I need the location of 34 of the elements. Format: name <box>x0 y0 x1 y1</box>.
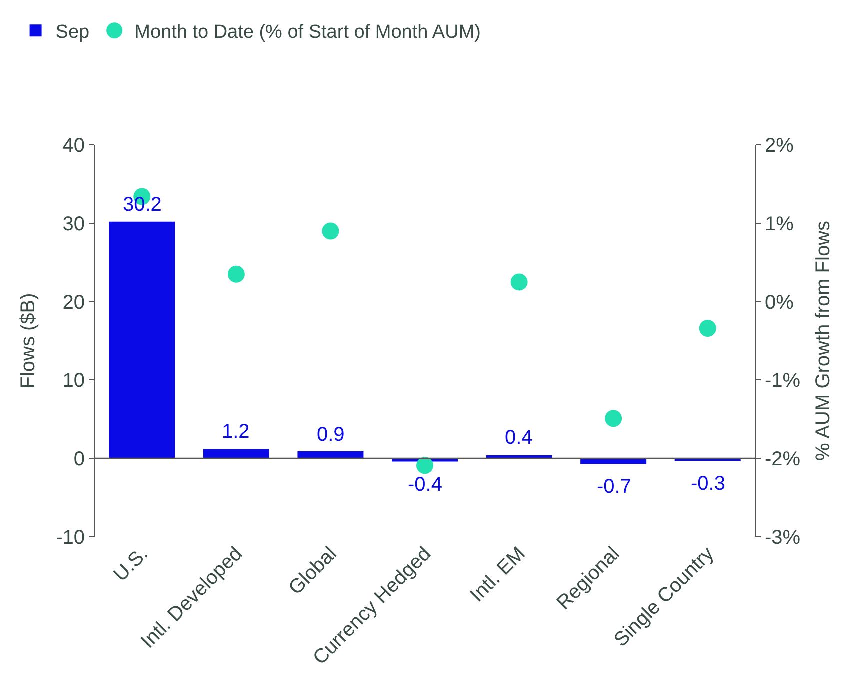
y2-axis-title: % AUM Growth from Flows <box>812 220 834 462</box>
point <box>699 320 716 337</box>
legend-label: Month to Date (% of Start of Month AUM) <box>134 22 481 43</box>
data-label: 0.9 <box>317 424 345 446</box>
point <box>416 457 434 474</box>
data-label: -0.3 <box>691 473 726 495</box>
bar <box>109 222 176 459</box>
y-tick-label: -10 <box>56 527 85 549</box>
y2-tick-label: 0% <box>765 292 794 314</box>
point <box>322 222 340 240</box>
data-label: -0.4 <box>408 474 442 496</box>
point <box>605 410 622 428</box>
point <box>510 274 528 291</box>
y2-tick-label: -1% <box>765 370 801 392</box>
data-label: 0.4 <box>505 427 533 449</box>
y-axis-title: Flows ($B) <box>18 293 40 389</box>
data-label: 1.2 <box>222 421 250 443</box>
y2-tick-label: -2% <box>765 448 801 471</box>
bar <box>203 449 270 459</box>
point <box>228 266 245 283</box>
x-tick-label: U.S. <box>110 543 153 586</box>
data-label: -0.7 <box>597 476 632 498</box>
x-tick-label: Intl. EM <box>466 543 530 607</box>
data-label: 30.2 <box>123 194 162 216</box>
y-tick-label: 0 <box>74 448 85 471</box>
legend-label: Sep <box>56 22 90 43</box>
y-tick-label: 20 <box>62 292 85 314</box>
y2-tick-label: 2% <box>765 135 794 157</box>
y2-tick-label: 1% <box>765 213 794 236</box>
bar <box>298 452 364 459</box>
y-tick-label: 40 <box>62 135 85 157</box>
y2-tick-label: -3% <box>765 527 801 549</box>
y-tick-label: 30 <box>62 213 85 236</box>
y-tick-label: 10 <box>62 370 85 392</box>
